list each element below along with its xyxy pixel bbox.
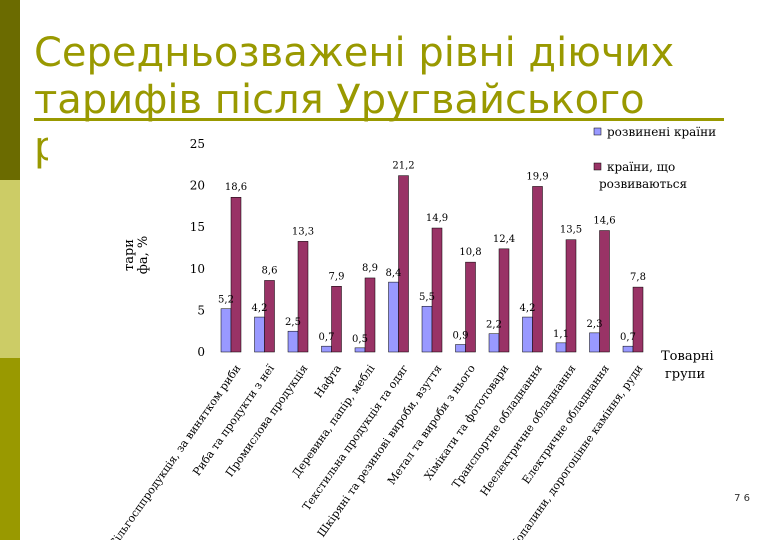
data-label-developed-1: 4,2 (252, 303, 268, 314)
y-axis-label-line-0: тари (122, 239, 137, 271)
bar-developed-10 (555, 342, 567, 353)
accent-stripe-bottom (0, 358, 20, 540)
bar-developed-2 (287, 330, 299, 353)
page-number: 7 6 (734, 493, 750, 504)
data-label-developing-0: 18,6 (225, 182, 247, 193)
data-label-developing-11: 14,6 (593, 216, 615, 227)
data-label-developed-6: 5,5 (419, 292, 435, 303)
bar-developing-3 (331, 286, 342, 353)
x-axis-label-line-1: Товарні (661, 349, 714, 364)
data-label-developed-11: 2,3 (587, 319, 603, 330)
bar-developing-12 (632, 286, 644, 353)
tariff-bar-chart: 0 5 10 15 20 25 тари фа, % 5,2 18,6 Сільгосппродук… (106, 125, 716, 540)
category-label-0: Сільгосппродукція, за винятком риби (106, 362, 243, 540)
bar-developing-6 (431, 227, 443, 353)
slide-title-line-1: Середньозважені рівні діючих (34, 30, 675, 76)
bar-developed-1 (254, 316, 265, 353)
bar-developed-6 (421, 305, 433, 353)
data-label-developing-4: 8,9 (362, 263, 378, 274)
data-label-developed-4: 0,5 (352, 334, 368, 345)
data-label-developing-9: 19,9 (526, 171, 548, 182)
bar-developing-0 (230, 196, 242, 353)
bar-developing-7 (465, 261, 476, 353)
data-label-developing-10: 13,5 (560, 225, 582, 236)
data-label-developed-10: 1,1 (553, 329, 569, 340)
bar-developed-5 (388, 281, 399, 353)
bar-developed-4 (354, 347, 366, 353)
y-tick-label-4: 20 (190, 179, 205, 193)
data-label-developing-3: 7,9 (329, 271, 345, 282)
legend-label-developed: розвинені країни (607, 125, 716, 139)
data-label-developed-12: 0,7 (620, 332, 636, 343)
bar-developing-4 (364, 277, 376, 353)
bar-developed-12 (622, 345, 634, 353)
bar-developed-0 (220, 308, 232, 353)
bar-developed-3 (321, 345, 332, 353)
bar-developing-10 (565, 239, 577, 353)
bar-developing-8 (498, 248, 510, 353)
x-axis-label-line-2: групи (665, 367, 705, 382)
data-label-developed-7: 0,9 (453, 331, 469, 342)
accent-stripe-top (0, 0, 20, 180)
data-label-developing-7: 10,8 (459, 247, 481, 258)
data-label-developing-12: 7,8 (630, 272, 646, 283)
bar-developed-11 (589, 332, 600, 353)
y-tick-label-3: 15 (190, 220, 205, 234)
legend-swatch-developed (593, 127, 602, 136)
y-axis-label-line-1: фа, % (136, 236, 151, 275)
slide-title-line-2: тарифів після Уругвайського (34, 77, 645, 123)
category-label-3: Нафта (312, 362, 344, 400)
bar-developing-9 (532, 186, 543, 353)
data-label-developed-3: 0,7 (319, 332, 335, 343)
data-label-developing-2: 13,3 (292, 226, 314, 237)
title-underline (34, 118, 724, 121)
bar-developed-9 (522, 316, 533, 353)
accent-stripe-middle (0, 180, 20, 358)
data-label-developed-8: 2,2 (486, 320, 502, 331)
legend-label-developing-line-1: країни, що (607, 160, 675, 174)
category-label-6: Шкіряні та резинові вироби, взуття (315, 362, 445, 539)
y-tick-label-0: 0 (197, 345, 205, 359)
data-label-developed-9: 4,2 (520, 303, 536, 314)
bar-developing-5 (398, 175, 409, 353)
bar-developing-2 (297, 241, 309, 353)
bar-developed-7 (455, 344, 466, 353)
data-label-developed-2: 2,5 (285, 317, 301, 328)
legend-swatch-developing (593, 162, 602, 171)
y-tick-label-1: 5 (197, 303, 205, 317)
bar-developing-11 (599, 230, 610, 353)
data-label-developed-0: 5,2 (218, 295, 234, 306)
bar-developed-8 (488, 333, 500, 353)
bar-developing-1 (264, 280, 275, 353)
chart-panel: 0 5 10 15 20 25 тари фа, % 5,2 18,6 Сільгосппродук… (48, 125, 734, 540)
y-tick-label-2: 10 (190, 262, 205, 276)
data-label-developed-5: 8,4 (386, 268, 402, 279)
data-label-developing-1: 8,6 (262, 265, 278, 276)
data-label-developing-8: 12,4 (493, 234, 515, 245)
data-label-developing-5: 21,2 (392, 161, 414, 172)
y-tick-label-5: 25 (190, 137, 205, 151)
data-label-developing-6: 14,9 (426, 213, 448, 224)
legend-label-developing-line-2: розвиваються (599, 177, 687, 191)
